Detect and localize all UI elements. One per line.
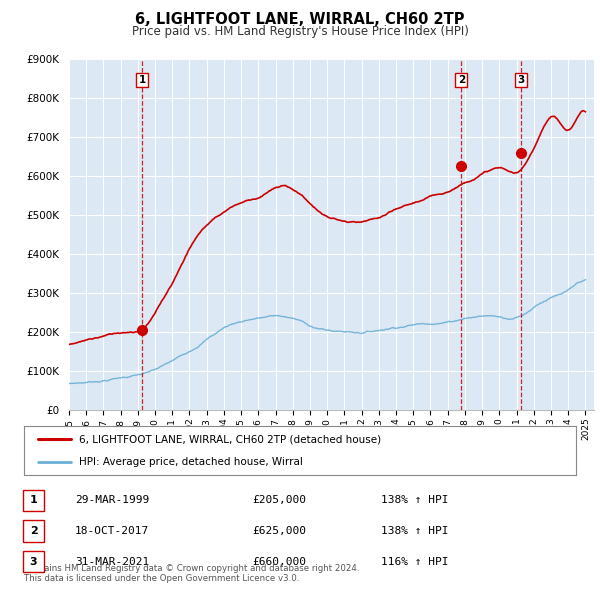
Text: 116% ↑ HPI: 116% ↑ HPI — [381, 557, 449, 566]
Text: 18-OCT-2017: 18-OCT-2017 — [75, 526, 149, 536]
Text: 138% ↑ HPI: 138% ↑ HPI — [381, 496, 449, 505]
Text: Contains HM Land Registry data © Crown copyright and database right 2024.
This d: Contains HM Land Registry data © Crown c… — [24, 563, 359, 583]
Text: 29-MAR-1999: 29-MAR-1999 — [75, 496, 149, 505]
Text: 138% ↑ HPI: 138% ↑ HPI — [381, 526, 449, 536]
Text: 3: 3 — [517, 75, 524, 85]
Text: 31-MAR-2021: 31-MAR-2021 — [75, 557, 149, 566]
Text: 6, LIGHTFOOT LANE, WIRRAL, CH60 2TP (detached house): 6, LIGHTFOOT LANE, WIRRAL, CH60 2TP (det… — [79, 434, 382, 444]
Text: 2: 2 — [30, 526, 37, 536]
Text: 1: 1 — [139, 75, 146, 85]
Text: £625,000: £625,000 — [252, 526, 306, 536]
Text: 3: 3 — [30, 557, 37, 566]
Text: 6, LIGHTFOOT LANE, WIRRAL, CH60 2TP: 6, LIGHTFOOT LANE, WIRRAL, CH60 2TP — [135, 12, 465, 27]
Text: 1: 1 — [30, 496, 37, 505]
Text: £660,000: £660,000 — [252, 557, 306, 566]
Text: £205,000: £205,000 — [252, 496, 306, 505]
Text: Price paid vs. HM Land Registry's House Price Index (HPI): Price paid vs. HM Land Registry's House … — [131, 25, 469, 38]
Text: HPI: Average price, detached house, Wirral: HPI: Average price, detached house, Wirr… — [79, 457, 303, 467]
Text: 2: 2 — [458, 75, 465, 85]
